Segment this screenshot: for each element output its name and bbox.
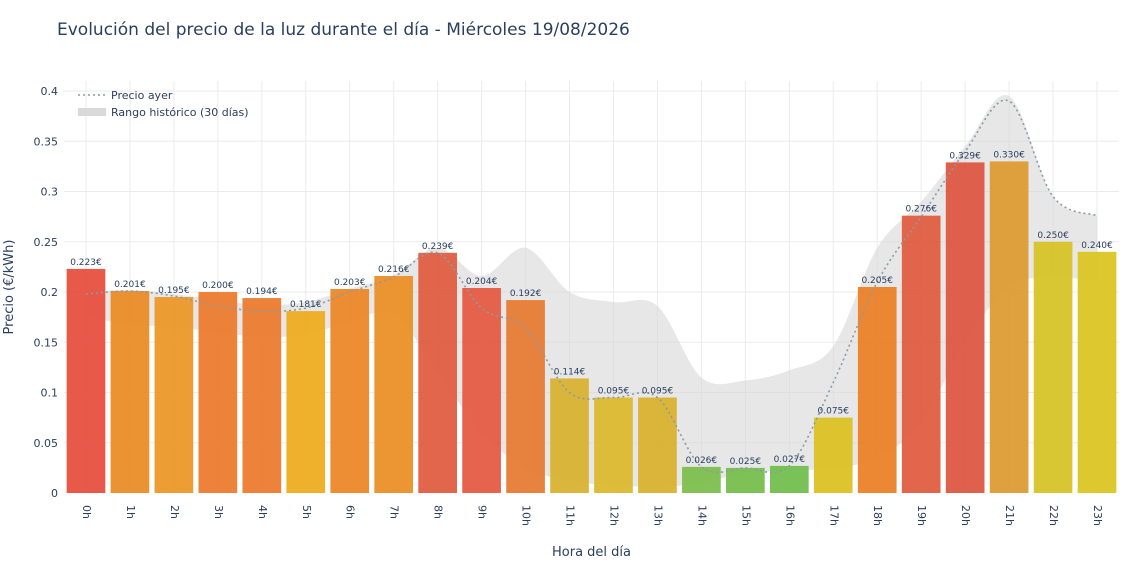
- y-tick-label: 0.15: [34, 336, 59, 349]
- x-tick-label: 16h: [783, 505, 796, 526]
- yesterday-price-line: [85, 99, 1098, 474]
- bar-value-label: 0.239€: [422, 242, 454, 252]
- x-tick-label: 10h: [520, 505, 533, 526]
- legend-band-swatch: [78, 108, 106, 116]
- price-bar: [110, 291, 150, 493]
- x-tick-label: 22h: [1047, 505, 1060, 526]
- y-tick-label: 0.05: [34, 437, 59, 450]
- bar-value-label: 0.223€: [70, 258, 102, 268]
- x-tick-label: 20h: [959, 505, 972, 526]
- y-tick-label: 0.35: [34, 135, 59, 148]
- x-tick-label: 18h: [871, 505, 884, 526]
- price-bar: [154, 297, 194, 493]
- price-bar: [989, 161, 1029, 493]
- bar-value-label: 0.075€: [818, 407, 850, 417]
- price-bar: [418, 252, 457, 493]
- price-bar: [330, 289, 370, 493]
- x-tick-label: 14h: [695, 505, 708, 526]
- price-bar: [1033, 241, 1073, 493]
- axes-layer: 0 0.05 0.1 0.15 0.2 0.25 0.3 0.35 0.4 0h 1h 2h 3h 4h 5…: [2, 85, 1104, 560]
- bar-value-label: 0.204€: [466, 277, 498, 287]
- x-tick-label: 12h: [607, 505, 620, 526]
- bar-value-label: 0.095€: [598, 387, 630, 397]
- price-bar: [506, 300, 545, 493]
- y-tick-label: 0.1: [41, 387, 59, 400]
- bar-value-label: 0.195€: [158, 286, 190, 296]
- price-bar: [286, 311, 326, 493]
- y-axis-title: Precio (€/kWh): [2, 240, 17, 335]
- bar-labels-layer: 0.223€ 0.201€ 0.195€ 0.200€ 0.194€ 0.181€ 0.20…: [70, 150, 1113, 466]
- price-bar: [901, 215, 941, 493]
- yesterday-line-layer: [85, 99, 1098, 474]
- price-bar: [726, 467, 765, 493]
- historical-range-band: [85, 94, 1098, 488]
- bar-value-label: 0.276€: [905, 205, 937, 215]
- x-tick-label: 7h: [388, 505, 401, 519]
- x-tick-label: 8h: [432, 505, 445, 519]
- bar-value-label: 0.114€: [554, 367, 586, 377]
- price-bar: [682, 466, 721, 493]
- x-tick-label: 11h: [564, 505, 577, 526]
- x-tick-label: 1h: [124, 505, 137, 519]
- legend-label-yesterday: Precio ayer: [111, 89, 173, 102]
- x-tick-label: 2h: [168, 505, 181, 519]
- x-axis-title: Hora del día: [552, 545, 631, 560]
- price-bar: [594, 397, 633, 493]
- price-bar: [374, 275, 414, 493]
- bar-value-label: 0.250€: [1037, 231, 1069, 241]
- x-tick-label: 15h: [739, 505, 752, 526]
- legend-label-range: Rango histórico (30 días): [111, 106, 249, 119]
- x-tick-label: 0h: [80, 505, 93, 519]
- legend: Precio ayer Rango histórico (30 días): [78, 89, 249, 119]
- y-tick-label: 0.25: [34, 236, 59, 249]
- x-tick-label: 21h: [1003, 505, 1016, 526]
- bar-value-label: 0.330€: [993, 150, 1025, 160]
- y-tick-label: 0.4: [41, 85, 59, 98]
- bar-value-label: 0.205€: [861, 276, 893, 286]
- x-tick-label: 6h: [344, 505, 357, 519]
- x-tick-label: 19h: [915, 505, 928, 526]
- price-bar: [550, 378, 589, 493]
- price-bar: [66, 268, 106, 493]
- price-bar: [813, 417, 853, 493]
- bars-layer: [66, 161, 1117, 493]
- bar-value-label: 0.216€: [378, 265, 410, 275]
- x-tick-label: 13h: [651, 505, 664, 526]
- price-bar: [198, 292, 238, 493]
- x-tick-label: 9h: [476, 505, 489, 519]
- price-bar: [1077, 251, 1117, 493]
- x-tick-label: 3h: [212, 505, 225, 519]
- x-tick-label: 23h: [1091, 505, 1104, 526]
- historical-range-layer: [85, 94, 1098, 488]
- y-tick-label: 0: [51, 487, 58, 500]
- y-tick-label: 0.2: [41, 286, 59, 299]
- price-bar: [462, 288, 501, 493]
- bar-value-label: 0.240€: [1081, 241, 1113, 251]
- bar-value-label: 0.201€: [114, 280, 146, 290]
- bar-value-label: 0.194€: [246, 287, 278, 297]
- bar-value-label: 0.025€: [730, 457, 762, 467]
- bar-value-label: 0.329€: [949, 151, 981, 161]
- price-bar: [242, 298, 282, 493]
- x-tick-label: 5h: [300, 505, 313, 519]
- bar-value-label: 0.181€: [290, 300, 322, 310]
- x-tick-label: 4h: [256, 505, 269, 519]
- price-bar: [945, 162, 985, 493]
- bar-value-label: 0.095€: [642, 387, 674, 397]
- chart-title: Evolución del precio de la luz durante e…: [57, 20, 630, 40]
- price-bar: [769, 465, 809, 493]
- y-tick-label: 0.3: [41, 186, 59, 199]
- bar-value-label: 0.200€: [202, 281, 234, 291]
- bar-value-label: 0.026€: [686, 456, 718, 466]
- price-bar: [638, 397, 677, 493]
- bar-value-label: 0.192€: [510, 289, 542, 299]
- bar-value-label: 0.203€: [334, 278, 366, 288]
- x-tick-label: 17h: [827, 505, 840, 526]
- price-bar: [857, 287, 897, 493]
- bar-value-label: 0.027€: [774, 455, 806, 465]
